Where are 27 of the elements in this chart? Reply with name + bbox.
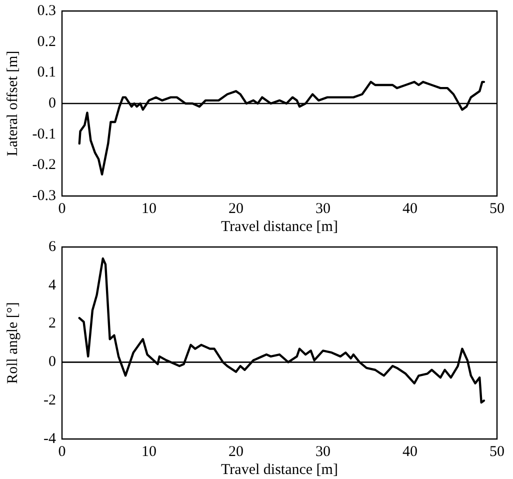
y-tick-label: 6 <box>48 238 56 255</box>
x-tick-label: 30 <box>316 200 330 217</box>
y-axis-title: Lateral offset [m] <box>4 50 21 156</box>
y-tick-label: 0.3 <box>37 2 56 19</box>
x-axis-title: Travel distance [m] <box>221 462 338 478</box>
y-tick-label: 4 <box>48 277 56 294</box>
x-tick-label: 50 <box>490 444 504 460</box>
y-tick-label: 2 <box>48 316 56 332</box>
x-tick-label: 20 <box>228 200 244 217</box>
x-tick-label: 10 <box>142 444 156 460</box>
x-tick-label: 40 <box>402 200 418 217</box>
y-tick-label: -4 <box>44 430 56 447</box>
x-tick-label: 50 <box>490 200 504 217</box>
x-tick-label: 10 <box>142 200 156 217</box>
y-tick-label: 0 <box>48 354 56 370</box>
x-axis-title: Travel distance [m] <box>221 218 338 235</box>
y-tick-label: -0.3 <box>32 188 56 204</box>
y-tick-label: 0.2 <box>37 34 56 50</box>
y-axis-title: Roll angle [°] <box>4 302 21 384</box>
x-tick-label: 20 <box>228 444 244 460</box>
x-tick-label: 30 <box>316 444 330 460</box>
y-tick-label: 0 <box>48 95 56 112</box>
x-tick-label: 40 <box>402 444 418 460</box>
y-tick-label: -0.1 <box>32 126 56 142</box>
y-tick-label: -0.2 <box>32 157 56 174</box>
y-tick-label: 0.1 <box>37 64 56 81</box>
y-tick-label: -2 <box>44 392 56 409</box>
